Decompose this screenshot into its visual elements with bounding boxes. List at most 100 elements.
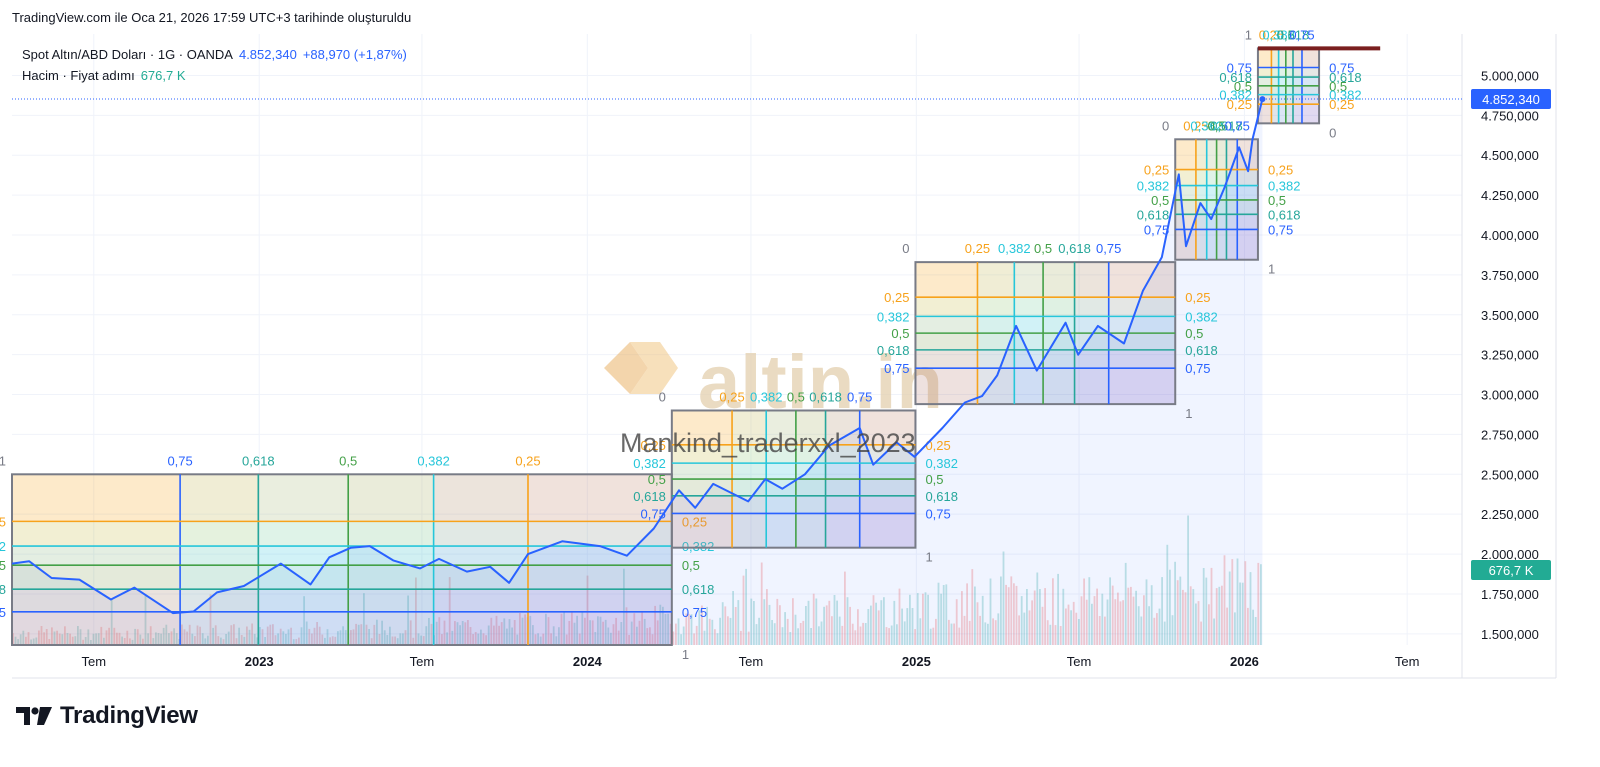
volume-bar-down [1215, 588, 1218, 645]
volume-bar-down [391, 636, 394, 645]
volume-bar-down [727, 616, 729, 645]
volume-bar-down [693, 633, 695, 645]
volume-bar-down [467, 620, 469, 645]
volume-bar-down [1231, 559, 1234, 645]
y-axis[interactable]: 5.000,000 4.750,000 4.500,000 4.250,000 4.00… [1481, 68, 1539, 641]
volume-bar-down [1208, 604, 1210, 645]
fib-price-band [671, 513, 916, 548]
fib-grid-frame [11, 473, 673, 647]
fib-price-label-left: 0,75 [641, 506, 666, 521]
volume-bar-down [51, 627, 53, 645]
volume-bar-up [989, 578, 992, 645]
volume-bar-up [337, 631, 339, 645]
volume-bar-up [207, 635, 209, 645]
volume-bar-up [446, 632, 448, 645]
fib-price-band [12, 474, 672, 522]
volume-bar-up [758, 617, 760, 645]
fib-price-band [12, 565, 672, 590]
volume-bar-up [339, 630, 342, 645]
volume-bar-up [833, 595, 836, 645]
fib-price-band [12, 589, 672, 612]
volume-bar-down [1013, 583, 1015, 645]
legend-volume-label[interactable]: Hacim · Fiyat adımı [22, 68, 135, 83]
fib-price-label-left: 0,5 [1151, 193, 1169, 208]
fib-time-band [180, 474, 259, 645]
volume-bar-down [828, 600, 831, 645]
volume-bar-down [233, 624, 235, 645]
volume-bar-down [331, 636, 334, 645]
fib-time-band [433, 474, 528, 645]
volume-bar-down [1223, 555, 1226, 645]
y-tick-label: 2.000,000 [1481, 547, 1539, 562]
fib-price-label-left: 0,75 [0, 605, 6, 620]
volume-bar-up [253, 633, 256, 645]
volume-bar-down [482, 633, 485, 645]
fib-price-label-left: 0,618 [877, 343, 910, 358]
volume-bar-down [1007, 587, 1010, 645]
x-axis[interactable]: Tem 2023 Tem 2024 Tem 2025 Tem 2026 Tem [82, 654, 1420, 669]
legend-symbol-row[interactable]: Spot Altın/ABD Doları · 1G · OANDA 4.852,… [22, 44, 407, 65]
volume-bar-down [708, 618, 711, 645]
volume-bar-down [877, 610, 880, 645]
volume-bar-up [248, 629, 251, 645]
volume-bar-down [355, 623, 357, 645]
volume-bar-down [851, 623, 854, 645]
volume-bar-up [1213, 618, 1215, 645]
y-tick-label: 3.500,000 [1481, 308, 1539, 323]
volume-bar-down [584, 617, 586, 645]
volume-bar-down [183, 629, 186, 645]
volume-bar-down [412, 637, 415, 645]
volume-bar-up [342, 626, 344, 645]
y-tick-label: 4.250,000 [1481, 188, 1539, 203]
volume-bar-up [919, 618, 922, 645]
volume-bar-down [240, 635, 243, 645]
fib-price-label-right: 0,618 [925, 489, 958, 504]
fib-time-label: 0,618 [1277, 27, 1310, 42]
volume-bar-up [144, 595, 147, 645]
legend-symbol[interactable]: Spot Altın/ABD Doları · 1G · OANDA [22, 47, 233, 62]
volume-bar-up [870, 605, 872, 645]
fib-price-label-right: 0,618 [1268, 207, 1301, 222]
volume-bar-down [617, 630, 620, 645]
volume-bar-up [1171, 615, 1174, 645]
volume-bar-down [586, 575, 589, 645]
volume-bar-up [191, 633, 194, 645]
volume-bar-down [948, 619, 950, 645]
volume-bar-down [1184, 592, 1187, 645]
volume-bar-down [1117, 592, 1119, 645]
volume-bar-down [394, 636, 396, 645]
volume-bar-down [859, 626, 862, 645]
volume-bar-down [714, 629, 716, 645]
volume-bar-down [747, 631, 750, 645]
volume-bar-up [911, 608, 914, 645]
volume-bar-down [235, 638, 238, 645]
fib-price-band [12, 546, 672, 566]
volume-bar-down [792, 598, 794, 645]
volume-bar-up [1187, 515, 1189, 645]
fib-time-label: 0,75 [1096, 241, 1121, 256]
volume-bar-down [105, 630, 108, 645]
fib-price-label-right: 0,382 [1268, 179, 1301, 194]
volume-bar-down [56, 630, 58, 645]
volume-bar-up [508, 619, 511, 645]
volume-bar-up [945, 584, 948, 645]
fib-price-band [1257, 48, 1320, 68]
fib-price-label-right: 0,5 [1268, 193, 1286, 208]
tradingview-logo[interactable]: TradingView [16, 702, 198, 730]
volume-bar-down [108, 627, 110, 645]
volume-bar-down [1015, 585, 1018, 645]
volume-bar-up [794, 614, 797, 645]
volume-bar-down [45, 629, 48, 645]
volume-bar-down [992, 618, 994, 645]
volume-bar-down [370, 638, 373, 645]
legend-volume-row[interactable]: Hacim · Fiyat adımı 676,7 K [22, 65, 407, 86]
volume-bar-up [243, 636, 246, 645]
volume-bar-down [472, 634, 474, 645]
volume-bar-down [1127, 587, 1130, 645]
volume-bar-down [149, 626, 152, 645]
volume-bar-up [1202, 568, 1205, 645]
volume-bar-up [357, 624, 360, 645]
fib-price-label-right: 0,25 [1329, 97, 1354, 112]
